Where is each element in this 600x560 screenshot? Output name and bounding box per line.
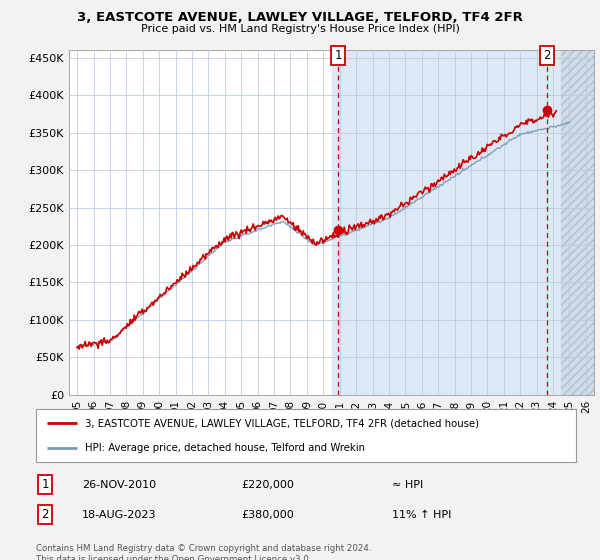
Text: Price paid vs. HM Land Registry's House Price Index (HPI): Price paid vs. HM Land Registry's House … (140, 24, 460, 34)
Text: 2: 2 (41, 508, 49, 521)
Text: 3, EASTCOTE AVENUE, LAWLEY VILLAGE, TELFORD, TF4 2FR (detached house): 3, EASTCOTE AVENUE, LAWLEY VILLAGE, TELF… (85, 418, 479, 428)
Text: 18-AUG-2023: 18-AUG-2023 (82, 510, 157, 520)
Text: 2: 2 (543, 49, 551, 62)
Text: 3, EASTCOTE AVENUE, LAWLEY VILLAGE, TELFORD, TF4 2FR: 3, EASTCOTE AVENUE, LAWLEY VILLAGE, TELF… (77, 11, 523, 24)
Text: Contains HM Land Registry data © Crown copyright and database right 2024.
This d: Contains HM Land Registry data © Crown c… (36, 544, 371, 560)
Text: ≈ HPI: ≈ HPI (392, 480, 424, 490)
Bar (561, 50, 594, 395)
Text: £380,000: £380,000 (241, 510, 294, 520)
Text: £220,000: £220,000 (241, 480, 294, 490)
Text: 11% ↑ HPI: 11% ↑ HPI (392, 510, 452, 520)
Bar (331, 50, 561, 395)
Bar (561, 50, 594, 395)
Text: 1: 1 (41, 478, 49, 492)
Text: 26-NOV-2010: 26-NOV-2010 (82, 480, 156, 490)
Text: HPI: Average price, detached house, Telford and Wrekin: HPI: Average price, detached house, Telf… (85, 442, 365, 452)
Text: 1: 1 (334, 49, 342, 62)
